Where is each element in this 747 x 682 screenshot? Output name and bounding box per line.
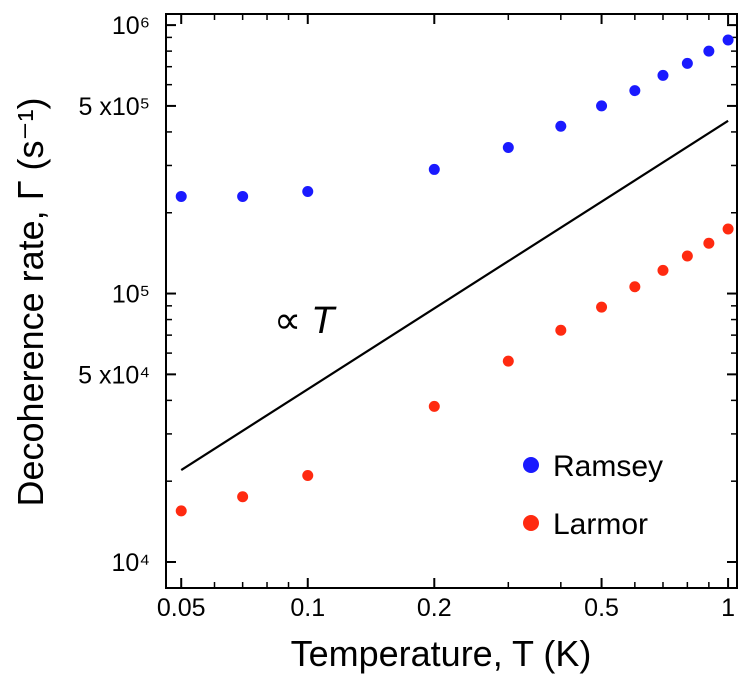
series-ramsey [175,34,734,202]
ramsey-point [237,190,249,202]
larmor-point [629,281,641,293]
ramsey-point [502,142,514,154]
ramsey-point [428,163,440,175]
y-axis-title: Decoherence rate, Γ (s⁻¹) [10,98,51,507]
legend-label-larmor: Larmor [553,508,648,541]
larmor-point [703,237,715,249]
ramsey-point [555,120,567,132]
ramsey-point [596,100,608,112]
larmor-point [237,491,249,503]
y-tick-label: 10⁶ [112,12,150,40]
legend-marker-larmor [523,515,539,531]
y-tick-label: 5 x10⁵ [78,93,150,121]
larmor-point [596,301,608,313]
x-tick-label: 0.2 [417,594,452,622]
ramsey-point [722,34,734,46]
x-tick-label: 1 [721,594,735,622]
ramsey-point [302,185,314,197]
legend-label-ramsey: Ramsey [553,450,663,483]
reference-line-label: ∝ T [274,300,337,342]
y-tick-label: 5 x10⁴ [78,361,150,389]
larmor-point [555,324,567,336]
legend-marker-ramsey [523,457,539,473]
larmor-point [302,469,314,481]
x-tick-label: 0.1 [290,594,325,622]
x-tick-label: 0.5 [584,594,619,622]
series-larmor [175,223,734,517]
data-points [175,34,734,517]
x-tick-label: 0.05 [157,594,206,622]
larmor-point [428,400,440,412]
y-axis-ticks: 10⁴ 5 x10⁴ 10⁵ 5 x10⁵ 10⁶ [78,12,737,577]
larmor-point [502,355,514,367]
proportional-reference-line [180,119,729,471]
plot-frame [165,13,738,589]
larmor-point [175,505,187,517]
legend: Ramsey Larmor [523,450,663,541]
y-tick-label: 10⁴ [111,549,150,577]
ramsey-point [629,85,641,97]
y-tick-label: 10⁵ [112,281,150,309]
ramsey-point [681,57,693,69]
larmor-point [722,223,734,235]
larmor-point [657,264,669,276]
ramsey-point [657,69,669,81]
x-axis-ticks: 0.05 0.1 0.2 0.5 1 [157,14,735,622]
x-axis-title: Temperature, T (K) [291,633,592,674]
larmor-point [681,250,693,262]
ramsey-point [703,45,715,57]
ramsey-point [175,190,187,202]
